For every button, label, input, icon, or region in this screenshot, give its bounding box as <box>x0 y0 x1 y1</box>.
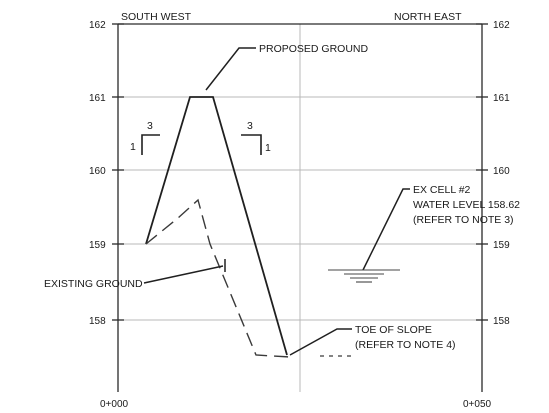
right-tick-160: 160 <box>493 166 510 177</box>
header-south-west: SOUTH WEST <box>121 11 192 23</box>
right-tick-159: 159 <box>493 240 510 251</box>
toe-of-slope-label-line1: TOE OF SLOPE <box>355 324 432 336</box>
left-tick-161: 161 <box>89 93 106 104</box>
tick-marks <box>112 23 488 321</box>
chainage-start: 0+000 <box>100 399 129 410</box>
slope-indicator-right: 3 1 <box>241 120 271 155</box>
existing-ground-line <box>145 198 291 358</box>
left-tick-159: 159 <box>89 240 106 251</box>
ex-cell-leader <box>362 188 410 271</box>
slope-left-run: 3 <box>147 120 153 132</box>
left-tick-162: 162 <box>89 20 106 31</box>
proposed-ground-label: PROPOSED GROUND <box>259 43 369 55</box>
left-tick-158: 158 <box>89 316 106 327</box>
header-north-east: NORTH EAST <box>394 11 462 23</box>
toe-of-slope-leader <box>289 328 352 356</box>
grid <box>118 24 482 392</box>
right-tick-162: 162 <box>493 20 510 31</box>
ex-cell-label-line3: (REFER TO NOTE 3) <box>413 214 514 226</box>
left-tick-160: 160 <box>89 166 106 177</box>
toe-of-slope-label-line2: (REFER TO NOTE 4) <box>355 339 456 351</box>
ex-cell-label-line2: WATER LEVEL 158.62 <box>413 199 520 211</box>
chainage-end: 0+050 <box>463 399 492 410</box>
ex-cell-label-line1: EX CELL #2 <box>413 184 471 196</box>
slope-indicator-left: 3 1 <box>130 120 160 155</box>
existing-ground-leader <box>143 265 224 284</box>
right-tick-161: 161 <box>493 93 510 104</box>
right-tick-158: 158 <box>493 316 510 327</box>
slope-left-rise: 1 <box>130 141 136 153</box>
water-level-symbol <box>328 269 400 283</box>
frame <box>117 23 483 392</box>
proposed-ground-leader <box>205 47 256 91</box>
existing-ground-label: EXISTING GROUND <box>44 278 143 290</box>
slope-right-run: 3 <box>247 120 253 132</box>
proposed-ground-line <box>145 96 288 356</box>
slope-right-rise: 1 <box>265 142 271 154</box>
